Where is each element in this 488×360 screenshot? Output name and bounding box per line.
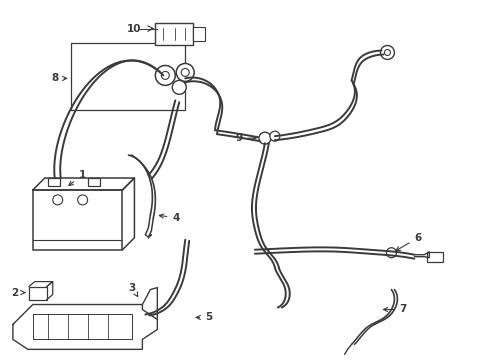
Bar: [193, 27, 205, 41]
Bar: [71, 42, 185, 110]
Circle shape: [181, 68, 189, 76]
Text: 6: 6: [395, 233, 421, 251]
Circle shape: [384, 50, 389, 55]
Text: 5: 5: [196, 312, 212, 323]
Circle shape: [161, 71, 169, 80]
Circle shape: [172, 80, 186, 94]
Bar: [155, 23, 193, 45]
Text: 9: 9: [235, 133, 255, 143]
Circle shape: [386, 248, 396, 258]
Text: 2: 2: [12, 288, 25, 298]
Circle shape: [176, 63, 194, 81]
Text: 8: 8: [51, 73, 66, 84]
Text: 3: 3: [128, 283, 138, 297]
Text: 4: 4: [159, 213, 179, 223]
Bar: [48, 178, 60, 186]
Circle shape: [78, 195, 87, 205]
Bar: [29, 287, 47, 300]
Circle shape: [380, 45, 394, 59]
Circle shape: [53, 195, 62, 205]
Bar: [427, 252, 442, 262]
Bar: [87, 178, 100, 186]
Text: 10: 10: [127, 24, 142, 33]
Bar: [33, 190, 122, 250]
Circle shape: [155, 66, 175, 85]
Text: 7: 7: [383, 305, 406, 315]
Circle shape: [259, 132, 270, 144]
Text: 1: 1: [69, 170, 86, 185]
Circle shape: [269, 131, 279, 141]
